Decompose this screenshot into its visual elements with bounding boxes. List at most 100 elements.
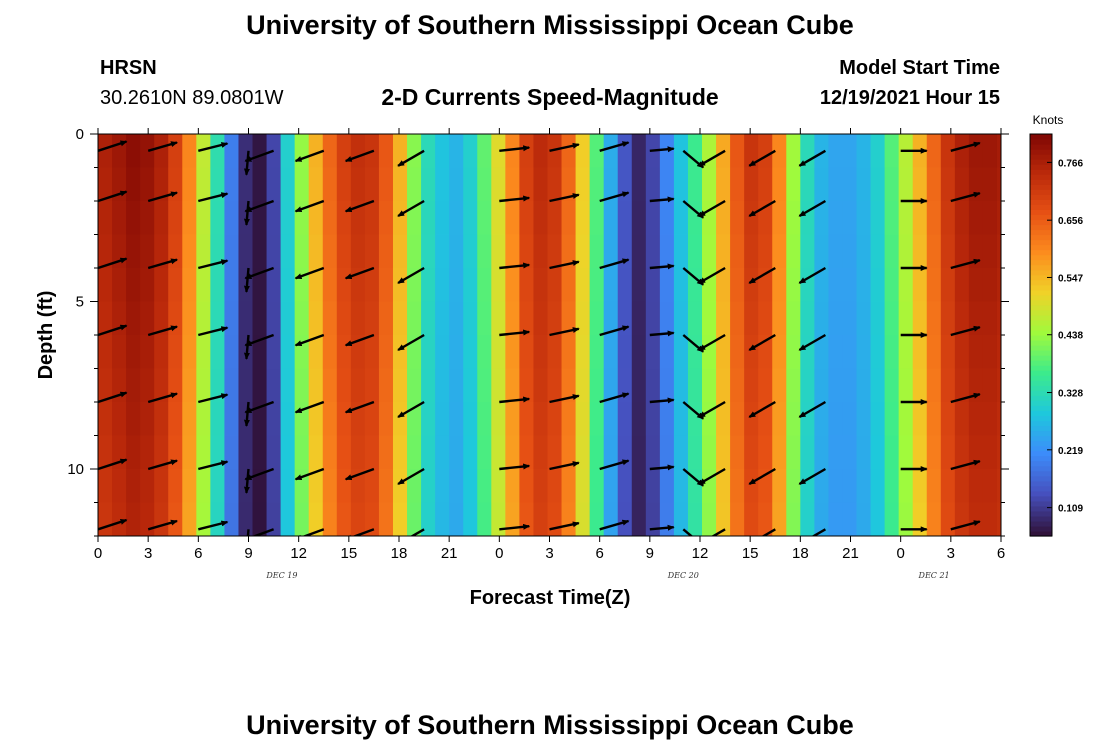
colorbar-segment (1030, 490, 1052, 497)
heat-cell (744, 167, 759, 202)
current-arrow (294, 149, 325, 163)
heat-cell (926, 234, 942, 269)
heat-cell (252, 402, 268, 437)
heat-cell (154, 469, 170, 504)
x-axis: 0 3 6 9 12 15 18 21 0 3 6 9 12 15 18 21 0 3 6 DEC 19 DEC 20 D… (94, 128, 1005, 580)
colorbar-segment (1030, 475, 1052, 482)
heat-cell (800, 167, 816, 202)
current-arrow (344, 528, 375, 536)
heat-cell (898, 435, 914, 470)
heat-cell (828, 201, 844, 236)
heat-cell (687, 134, 703, 169)
heat-cell (449, 167, 465, 202)
heat-cell (716, 301, 731, 336)
heat-cell (856, 368, 872, 403)
heat-cell (463, 167, 479, 202)
heat-cell (730, 201, 745, 236)
heat-cell (575, 201, 591, 236)
heat-cell (842, 134, 858, 169)
heat-cell (252, 502, 268, 536)
heat-cell (758, 435, 774, 470)
heat-cell (673, 435, 689, 470)
heat-cell (814, 201, 830, 236)
heat-cell (224, 435, 240, 470)
current-arrow (147, 392, 178, 404)
heat-cell (168, 167, 184, 202)
heat-cell (126, 234, 141, 269)
x-tick-label: 9 (646, 545, 654, 562)
heat-cell (702, 134, 717, 169)
current-arrow (499, 262, 531, 270)
heat-cell (940, 134, 956, 169)
footer-title: University of Southern Mississippi Ocean… (246, 710, 854, 740)
heat-cell (730, 402, 745, 437)
heat-cell (308, 301, 324, 336)
heat-cell (575, 335, 591, 370)
heat-cell (673, 134, 689, 169)
heat-cell (126, 134, 141, 169)
heat-cell (112, 502, 127, 536)
heat-cell (870, 234, 886, 269)
heat-cell (196, 234, 212, 269)
colorbar-segment (1030, 139, 1052, 145)
heat-cell (814, 469, 830, 504)
heat-cell (589, 234, 605, 269)
heat-cell (449, 402, 465, 437)
heat-cell (673, 469, 689, 504)
heat-cell (926, 268, 942, 303)
current-arrow (244, 467, 275, 481)
heat-cell (842, 469, 858, 504)
heat-cell (280, 234, 296, 269)
heat-cell (477, 335, 493, 370)
heat-cell (449, 201, 465, 236)
heat-cell (842, 368, 858, 403)
current-arrow (294, 528, 325, 536)
heat-cell (659, 402, 675, 437)
heat-cell (463, 469, 479, 504)
current-arrow (397, 199, 425, 218)
current-arrow (198, 192, 229, 203)
heat-cell (996, 234, 1001, 269)
heat-cell (266, 134, 282, 169)
heat-cell (463, 301, 479, 336)
heat-cell (435, 502, 450, 536)
heat-cell (449, 469, 465, 504)
heat-cell (730, 368, 745, 403)
heat-cell (505, 301, 521, 336)
heat-cell (954, 435, 970, 470)
heat-cell (533, 134, 549, 169)
heat-cell (940, 335, 956, 370)
heat-cell (702, 435, 717, 470)
colorbar-segment (1030, 415, 1052, 422)
current-arrow (798, 266, 826, 285)
heat-cell (266, 469, 282, 504)
heat-cell (449, 234, 465, 269)
colorbar-tick-label: 0.328 (1058, 389, 1083, 400)
heat-cell (449, 268, 465, 303)
heat-cell (252, 234, 268, 269)
heat-cell (407, 435, 422, 470)
colorbar-segment (1030, 425, 1052, 432)
heat-cell (547, 134, 563, 169)
heat-cell (758, 167, 774, 202)
heat-cell (350, 134, 366, 169)
heat-cell (912, 368, 928, 403)
colorbar-segment (1030, 324, 1052, 331)
colorbar-segment (1030, 410, 1052, 417)
heat-cell (266, 502, 282, 536)
heat-cell (421, 402, 436, 437)
current-arrow (397, 149, 425, 167)
heat-cell (828, 301, 844, 336)
heat-cell (154, 134, 170, 169)
heat-cell (912, 201, 928, 236)
heat-cell (926, 201, 942, 236)
current-arrow (344, 467, 375, 481)
colorbar: Knots 0.766 0.656 0.547 0.438 0.328 0.219 0.10… (1029, 113, 1083, 537)
heat-cell (856, 502, 872, 536)
heat-cell (350, 469, 366, 504)
colorbar-segment (1030, 249, 1052, 256)
heat-cell (954, 134, 970, 169)
current-arrow (798, 333, 826, 352)
heat-cell (982, 268, 998, 303)
heat-cell (378, 167, 394, 202)
